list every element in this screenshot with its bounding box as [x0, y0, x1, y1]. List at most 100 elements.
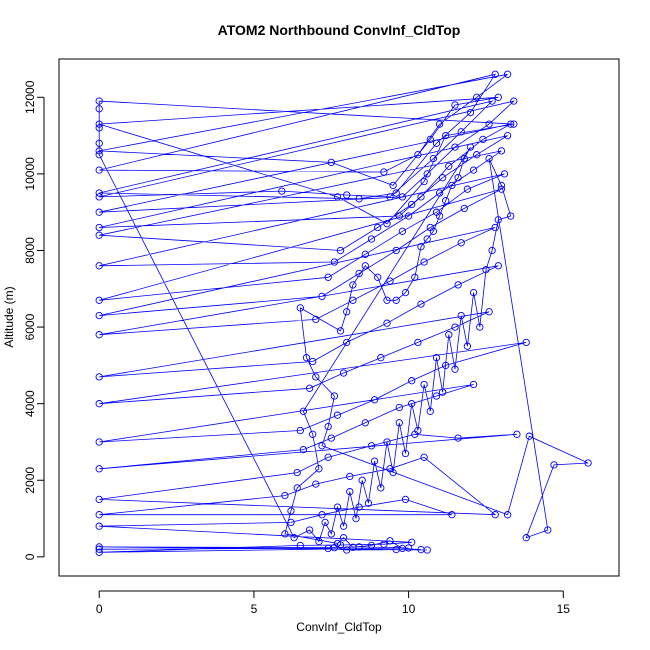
data-point: [389, 181, 397, 190]
data-point: [377, 354, 385, 362]
data-point: [312, 373, 320, 381]
data-point: [296, 541, 304, 550]
data-point: [364, 499, 373, 507]
data-point: [414, 338, 422, 347]
data-point: [392, 246, 400, 255]
data-point: [494, 93, 502, 101]
data-point: [287, 518, 295, 527]
data-point: [95, 166, 103, 174]
data-point: [309, 430, 317, 438]
data-point: [95, 400, 103, 408]
data-point: [281, 491, 289, 500]
data-point: [451, 323, 459, 331]
data-point: [451, 101, 459, 109]
data-point: [343, 546, 351, 554]
data-point: [398, 193, 407, 201]
data-point: [95, 296, 103, 304]
data-point: [445, 331, 453, 339]
data-point: [420, 453, 428, 461]
data-point: [296, 426, 304, 435]
data-point: [448, 181, 456, 190]
data-point: [460, 154, 468, 163]
data-point: [380, 168, 388, 176]
data-point: [95, 147, 103, 155]
data-point: [330, 258, 339, 266]
data-point: [377, 484, 385, 492]
data-point: [95, 545, 103, 553]
data-point: [336, 246, 345, 255]
data-point: [482, 265, 490, 274]
data-point: [339, 369, 348, 377]
data-point: [374, 273, 382, 281]
data-point: [343, 191, 351, 199]
data-point: [352, 514, 360, 523]
data-point: [420, 177, 428, 186]
data-point: [95, 124, 103, 132]
data-point: [544, 526, 552, 534]
data-point: [349, 543, 357, 551]
data-point: [386, 277, 394, 285]
data-point: [438, 388, 447, 396]
x-axis: 0 5 10 15: [96, 590, 570, 616]
data-point: [290, 534, 298, 542]
data-point: [287, 507, 295, 515]
data-point: [349, 296, 357, 304]
x-tick-label: 0: [96, 602, 103, 616]
data-point: [95, 120, 103, 128]
data-point: [95, 465, 103, 473]
data-point: [408, 400, 416, 408]
data-point: [321, 518, 329, 527]
data-point: [417, 545, 425, 554]
y-tick-label: 8000: [23, 237, 37, 264]
data-point: [522, 534, 530, 542]
data-point: [460, 204, 468, 213]
y-axis-label: Altitude (m): [2, 286, 16, 347]
data-point: [494, 216, 502, 224]
data-point: [95, 373, 103, 381]
data-point: [383, 438, 391, 446]
data-point: [339, 534, 348, 542]
data-point: [312, 315, 320, 324]
data-point: [426, 407, 434, 415]
data-point: [383, 220, 391, 228]
x-tick-label: 10: [402, 602, 416, 616]
data-point: [312, 480, 320, 488]
data-point: [346, 472, 354, 481]
data-point: [497, 185, 506, 193]
data-point: [451, 365, 459, 373]
data-point: [417, 193, 425, 201]
y-tick-label: 6000: [23, 313, 37, 340]
data-point: [355, 195, 363, 203]
data-point: [367, 442, 376, 450]
data-point: [374, 223, 382, 232]
y-tick-label: 2000: [23, 467, 37, 494]
data-point: [423, 235, 431, 243]
data-point: [336, 327, 345, 335]
data-point: [299, 407, 308, 415]
data-point: [278, 187, 286, 195]
data-point: [95, 495, 103, 504]
data-point: [503, 131, 512, 140]
plot-frame: [58, 58, 620, 577]
data-point: [389, 468, 397, 477]
data-point: [488, 246, 496, 255]
data-point: [361, 250, 369, 258]
y-tick-label: 12000: [23, 80, 37, 114]
data-point: [95, 331, 103, 339]
data-point: [401, 288, 410, 297]
data-point: [463, 342, 472, 350]
data-point: [454, 174, 462, 182]
data-point: [95, 208, 103, 216]
data-point: [510, 120, 518, 128]
data-point: [503, 511, 512, 519]
data-point: [281, 530, 289, 538]
data-point: [95, 311, 103, 320]
plot-series: [95, 70, 592, 556]
data-point: [318, 511, 326, 519]
data-point: [361, 419, 369, 427]
chart-title: ATOM2 Northbound ConvInf_CldTop: [218, 22, 461, 38]
data-point: [584, 459, 592, 467]
data-point: [435, 212, 444, 220]
data-point: [309, 357, 317, 366]
data-point: [466, 143, 475, 151]
